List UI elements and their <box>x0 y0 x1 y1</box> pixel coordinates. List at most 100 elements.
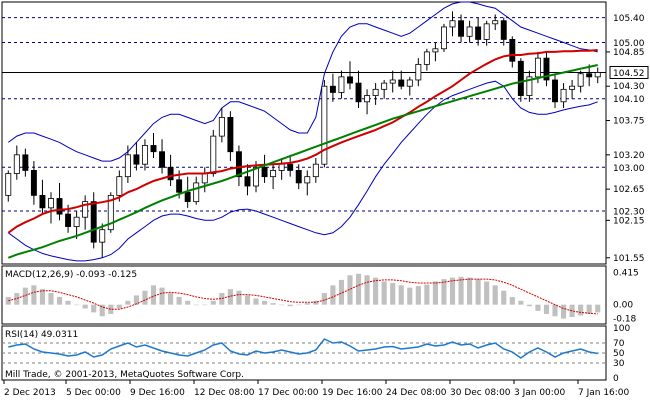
time-axis: 2 Dec 2013 5 Dec 00:00 9 Dec 16:00 12 Dec 0… <box>3 380 630 398</box>
candle-body <box>116 176 123 196</box>
macd-bar <box>347 275 353 305</box>
candle-body <box>56 198 63 215</box>
time-tick-label: 3 Jan 00:00 <box>514 388 566 398</box>
macd-axis: 0.415 0.00 -0.18 <box>613 269 639 325</box>
price-level-label: 105.00 <box>613 39 645 49</box>
candle-body <box>500 20 507 40</box>
macd-bar <box>304 303 310 305</box>
candle-body <box>287 163 294 171</box>
candle-body <box>406 79 413 87</box>
candle-body <box>458 20 465 37</box>
candle-body <box>594 72 601 78</box>
candle-body <box>244 176 251 187</box>
macd-bar <box>330 285 336 305</box>
time-tick-label: 30 Dec 08:00 <box>450 388 511 398</box>
price-level-tag <box>610 92 648 105</box>
bollinger-bands <box>8 1 598 262</box>
candle-body <box>253 166 259 187</box>
candle-body <box>227 117 234 153</box>
rsi-tick-label: 70 <box>613 339 625 349</box>
macd-signal-polyline <box>8 278 598 315</box>
macd-bar <box>227 289 233 305</box>
time-tick-label: 5 Dec 00:00 <box>66 388 121 398</box>
candle-body <box>347 76 353 84</box>
macd-tick-label: 0.00 <box>613 301 633 311</box>
macd-bar <box>116 304 122 309</box>
macd-bar <box>526 304 532 307</box>
macd-bar <box>578 304 584 316</box>
macd-bar <box>219 293 225 305</box>
candle-body <box>321 85 328 165</box>
candle-body <box>586 73 593 78</box>
bb-lower-line <box>8 80 598 262</box>
candle-body <box>107 194 114 231</box>
macd-bar <box>390 283 396 305</box>
candle-body <box>65 213 72 227</box>
candle-body <box>184 191 191 203</box>
price-tick-label: 103.75 <box>613 117 645 127</box>
price-panel-frame <box>1 1 607 265</box>
candle-body <box>517 60 524 96</box>
candle-body <box>193 182 200 203</box>
candle-body <box>48 198 54 209</box>
macd-bar <box>82 304 88 309</box>
candle-body <box>270 170 277 178</box>
price-level-tag <box>610 204 648 217</box>
macd-panel-frame <box>1 265 607 325</box>
price-axis: 104.85 104.30 103.75 103.20 102.65 102.15 101.… <box>606 48 645 264</box>
macd-bar <box>142 290 148 305</box>
copyright-text: Mill Trade, © 2001-2013, MetaQuotes Soft… <box>5 370 244 380</box>
macd-histogram <box>5 273 601 319</box>
macd-bar <box>449 277 456 305</box>
candle-body <box>304 176 311 184</box>
candle-body <box>329 85 336 93</box>
macd-bar <box>321 293 327 305</box>
macd-bar <box>244 295 251 305</box>
price-tick-label: 103.20 <box>613 151 645 161</box>
macd-bar <box>65 300 71 305</box>
macd-bar <box>99 304 105 317</box>
macd-bar <box>48 293 54 305</box>
macd-bar <box>381 281 387 305</box>
price-level-label: 103.00 <box>613 164 645 174</box>
price-tick-label: 104.30 <box>613 82 645 92</box>
candle-body <box>355 82 362 103</box>
macd-bar <box>253 298 259 305</box>
rsi-polyline <box>8 338 598 359</box>
macd-bar <box>31 285 37 305</box>
macd-bar <box>193 304 199 306</box>
candle-body <box>372 88 379 96</box>
macd-bar <box>150 285 157 305</box>
macd-bar <box>484 281 490 305</box>
candle-body <box>22 154 29 171</box>
candle-body <box>475 26 482 40</box>
macd-bar <box>492 285 498 305</box>
candle-body <box>159 151 166 168</box>
macd-bar <box>364 275 370 305</box>
rsi-tick-label: 30 <box>613 359 625 369</box>
candle-body <box>543 57 550 81</box>
macd-bar <box>518 300 524 305</box>
price-panel[interactable]: 105.40 105.00 104.52 104.10 103.00 102.30 104… <box>1 1 649 265</box>
macd-bar <box>373 277 379 305</box>
macd-bar <box>543 304 550 314</box>
candle-body <box>82 201 89 218</box>
ma-fast-line <box>7 49 598 234</box>
macd-bar <box>159 287 165 305</box>
macd-title: MACD(12,26,9) -0.093 -0.125 <box>5 270 137 280</box>
candle-body <box>449 20 456 28</box>
macd-bar <box>560 304 567 319</box>
candle-body <box>415 63 422 81</box>
candle-body <box>389 79 396 84</box>
macd-bar <box>355 273 362 305</box>
time-tick-label: 24 Dec 08:00 <box>386 388 447 398</box>
price-level-tag <box>609 65 649 79</box>
candle-body <box>312 163 319 178</box>
macd-panel[interactable]: MACD(12,26,9) -0.093 -0.125 0.415 0.00 -0.… <box>1 265 639 325</box>
candle-body <box>150 145 157 153</box>
candle-body <box>99 229 106 243</box>
candle-body <box>210 135 217 174</box>
